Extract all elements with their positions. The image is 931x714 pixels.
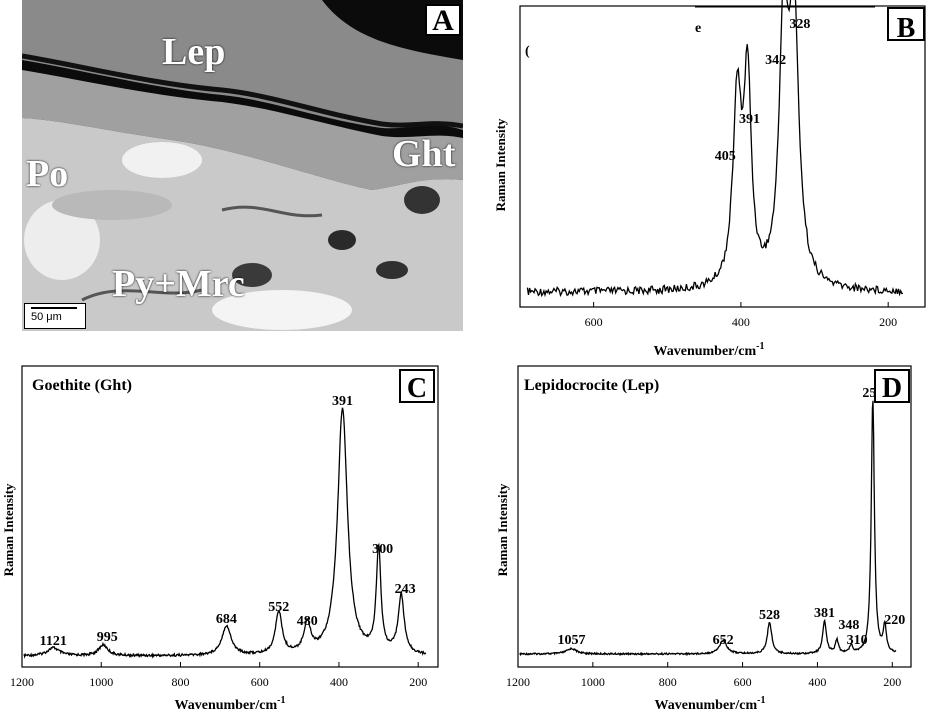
label-ght: Ght <box>392 133 456 175</box>
chart-b-header-fragment: e <box>695 21 701 36</box>
peak-label-342: 342 <box>765 53 786 68</box>
x-tick-label: 800 <box>171 675 189 689</box>
x-tick-label: 400 <box>732 315 750 329</box>
chart-c-ylabel: Raman Intensity <box>1 483 16 576</box>
peak-label-652: 652 <box>713 633 734 648</box>
panel-letter-d: D <box>882 373 902 404</box>
chart-b-svg: ( e 600 400 200 405 391 342 328 Raman Intensi… <box>493 0 926 359</box>
chart-d-ticks: 1200 1000 800 600 400 200 <box>506 662 901 689</box>
panel-letter-c: C <box>407 373 427 404</box>
peak-label-405: 405 <box>715 149 736 164</box>
chart-d-frame <box>517 365 912 668</box>
chart-b-ylabel: Raman Intensity <box>493 118 508 211</box>
x-tick-label: 1000 <box>581 675 605 689</box>
peak-label-348: 348 <box>838 618 859 633</box>
x-tick-label: 600 <box>734 675 752 689</box>
peak-label-220: 220 <box>884 613 905 628</box>
panel-letter-b: B <box>897 13 916 44</box>
panel-letter-b-box <box>887 7 925 41</box>
x-tick-label: 200 <box>879 315 897 329</box>
peak-label-1057: 1057 <box>558 633 586 648</box>
chart-d-title: Lepidocrocite (Lep) <box>524 377 659 394</box>
peak-label-995: 995 <box>97 630 118 645</box>
chart-b-frame <box>519 5 926 308</box>
chart-b-ticks: 600 400 200 <box>585 302 897 329</box>
panel-letter-c-box <box>399 369 435 403</box>
x-tick-label: 200 <box>409 675 427 689</box>
chart-b-partial-header: ( <box>525 44 530 59</box>
label-po: Po <box>26 153 69 195</box>
chart-b-spectrum-line <box>526 0 904 298</box>
peak-label-1121: 1121 <box>40 634 67 649</box>
chart-c-spectrum-line <box>23 407 427 659</box>
chart-c-ticks: 1200 1000 800 600 400 200 <box>10 662 427 689</box>
peak-label-391: 391 <box>739 112 760 127</box>
chart-d-spectrum-line <box>519 400 897 657</box>
chart-c-peak-labels: 1121 995 684 552 480 391 300 243 <box>40 394 416 649</box>
label-lep: Lep <box>162 31 226 73</box>
scale-bar-label: 50 μm <box>31 311 62 323</box>
label-py-mrc: Py+Mrc <box>112 263 245 305</box>
x-tick-label: 600 <box>585 315 603 329</box>
peak-label-552: 552 <box>268 600 289 615</box>
chart-d-xlabel: Wavenumber/cm-1 <box>655 695 766 713</box>
panel-letter-d-box <box>874 369 910 403</box>
scale-bar-line <box>31 307 77 309</box>
chart-b-peak-labels: 405 391 342 328 <box>715 17 811 164</box>
chart-c-frame <box>21 365 439 668</box>
peak-label-243: 243 <box>395 582 416 597</box>
chart-d-ylabel: Raman Intensity <box>495 483 510 576</box>
peak-label-300: 300 <box>372 542 393 557</box>
x-tick-label: 600 <box>251 675 269 689</box>
x-tick-label: 1000 <box>89 675 113 689</box>
peak-label-391: 391 <box>332 394 353 409</box>
peak-label-528: 528 <box>759 608 780 623</box>
sem-micrograph-image <box>22 0 463 331</box>
peak-label-310: 310 <box>847 633 868 648</box>
chart-b-xlabel: Wavenumber/cm-1 <box>654 341 765 359</box>
x-tick-label: 200 <box>883 675 901 689</box>
x-tick-label: 1200 <box>10 675 34 689</box>
panel-letter-a: A <box>425 4 461 36</box>
sem-micrograph-panel: Lep Ght Po Py+Mrc A 50 μm <box>22 0 463 331</box>
chart-d-svg: Lepidocrocite (Lep) 1200 1000 800 600 400 200… <box>495 365 912 713</box>
x-tick-label: 800 <box>659 675 677 689</box>
peak-label-480: 480 <box>297 614 318 629</box>
x-tick-label: 1200 <box>506 675 530 689</box>
chart-c-svg: Goethite (Ght) 1200 1000 800 600 400 200 1121… <box>1 365 439 713</box>
x-tick-label: 400 <box>330 675 348 689</box>
scale-bar: 50 μm <box>24 303 86 329</box>
peak-label-684: 684 <box>216 612 237 627</box>
x-tick-label: 400 <box>808 675 826 689</box>
peak-label-328: 328 <box>789 17 810 32</box>
chart-c-title: Goethite (Ght) <box>32 377 132 394</box>
chart-c-xlabel: Wavenumber/cm-1 <box>175 695 286 713</box>
peak-label-381: 381 <box>814 606 835 621</box>
